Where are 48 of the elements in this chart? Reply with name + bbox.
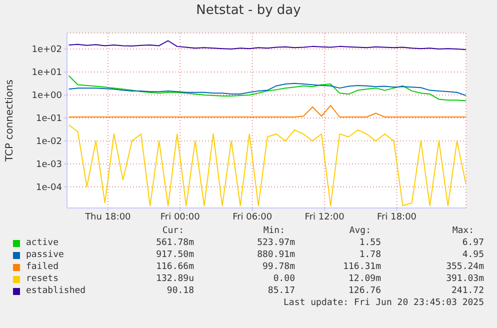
legend-label: failed <box>26 262 59 272</box>
x-tick-label: Thu 18:00 <box>84 212 132 222</box>
legend-label: passive <box>26 250 64 260</box>
text: Min: <box>263 226 285 236</box>
text: 116.66m <box>156 262 194 272</box>
text: 391.03m <box>446 274 484 284</box>
x-tick-label: Fri 00:00 <box>160 212 200 222</box>
text: 1.55 <box>359 238 381 248</box>
text: 523.97m <box>257 238 295 248</box>
text: 241.72 <box>451 286 484 296</box>
y-tick-label: 1e-04 <box>36 183 62 194</box>
text: 4.95 <box>462 250 484 260</box>
line-series <box>68 82 466 96</box>
text: 6.97 <box>462 238 484 248</box>
y-tick-label: 1e-03 <box>36 160 62 170</box>
chart-title: Netstat - by day <box>195 3 302 18</box>
legend-label: active <box>26 238 59 248</box>
text: 90.18 <box>166 286 194 296</box>
text: 355.24m <box>446 262 484 272</box>
line-series <box>68 40 466 50</box>
text: 917.50m <box>156 250 194 260</box>
text: 0.00 <box>273 274 295 284</box>
text: 85.17 <box>268 286 295 296</box>
text: 132.89u <box>156 274 194 284</box>
y-tick-label: 1e+00 <box>32 91 62 102</box>
text: Max: <box>452 226 474 236</box>
x-tick-label: Fri 18:00 <box>377 212 417 222</box>
text: 1.78 <box>359 250 381 260</box>
text: 561.78m <box>156 238 194 248</box>
text: 126.76 <box>348 286 381 296</box>
text: 12.09m <box>348 274 381 284</box>
y-tick-label: 1e+02 <box>32 45 62 56</box>
legend-label: resets <box>26 274 59 284</box>
y-axis-title: TCP connections <box>4 79 16 163</box>
x-tick-label: Fri 06:00 <box>232 212 272 222</box>
y-tick-label: 1e+01 <box>32 68 62 78</box>
text: Last update: Fri Jun 20 23:45:03 2025 <box>284 298 484 308</box>
text: Cur: <box>162 226 184 236</box>
line-series <box>68 104 466 118</box>
legend-label: established <box>26 286 86 296</box>
line-series <box>68 75 466 102</box>
x-tick-label: Fri 12:00 <box>304 212 345 222</box>
y-tick-label: 1e-01 <box>36 114 62 124</box>
text: Avg: <box>349 226 371 236</box>
text: 99.78m <box>262 262 295 272</box>
text: 880.91m <box>257 250 295 260</box>
text: 116.31m <box>343 262 381 272</box>
y-tick-label: 1e-02 <box>36 137 62 148</box>
